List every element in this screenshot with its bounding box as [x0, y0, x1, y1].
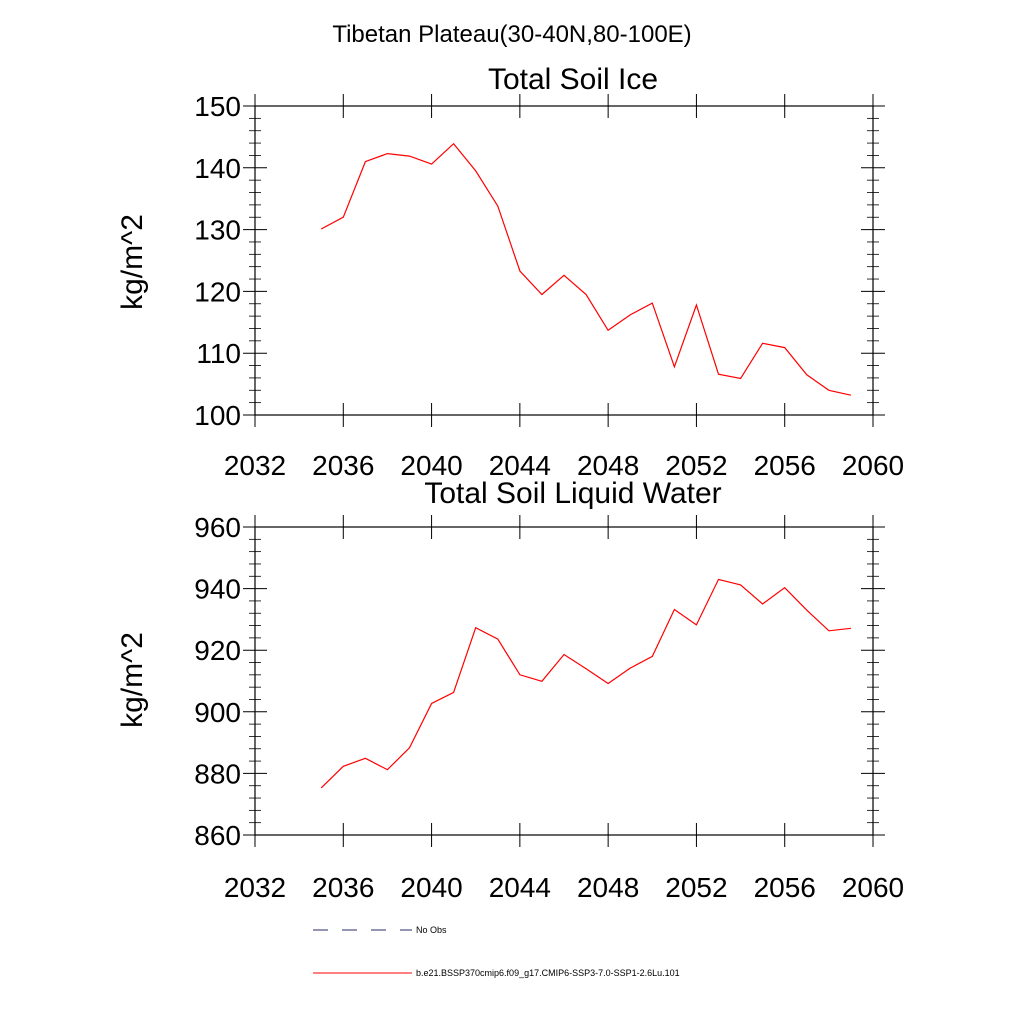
- x-tick-label: 2052: [665, 450, 727, 481]
- series-line: [320, 142, 852, 396]
- legend: No Obs b.e21.BSSP370cmip6.f09_g17.CMIP6-S…: [313, 925, 680, 978]
- x-tick-label: 2032: [224, 872, 286, 903]
- series-line: [320, 578, 851, 789]
- x-tick-label: 2048: [577, 450, 639, 481]
- x-tick-label: 2044: [489, 450, 551, 481]
- plot-frame: [254, 105, 874, 416]
- x-tick-label: 2048: [577, 872, 639, 903]
- x-tick-label: 2044: [489, 872, 551, 903]
- x-tick-label: 2060: [842, 450, 904, 481]
- y-axis-label: kg/m^2: [116, 632, 149, 728]
- legend-label: b.e21.BSSP370cmip6.f09_g17.CMIP6-SSP3-7.…: [416, 968, 680, 978]
- x-tick-label: 2036: [312, 872, 374, 903]
- x-tick-label: 2040: [400, 450, 462, 481]
- y-tick-label: 880: [194, 758, 241, 789]
- y-tick-label: 900: [194, 697, 241, 728]
- figure-suptitle: Tibetan Plateau(30-40N,80-100E): [332, 21, 691, 48]
- x-tick-label: 2060: [842, 872, 904, 903]
- y-tick-label: 100: [194, 400, 241, 431]
- y-tick-label: 110: [196, 338, 241, 369]
- legend-label: No Obs: [416, 925, 447, 935]
- x-tick-label: 2040: [400, 872, 462, 903]
- y-tick-label: 150: [194, 91, 241, 122]
- chart-title: Total Soil Liquid Water: [424, 477, 721, 510]
- x-tick-label: 2052: [665, 872, 727, 903]
- y-axis-label: kg/m^2: [116, 214, 149, 310]
- x-tick-label: 2032: [224, 450, 286, 481]
- y-tick-label: 140: [194, 153, 241, 184]
- y-tick-label: 960: [194, 512, 241, 543]
- x-tick-label: 2056: [754, 872, 816, 903]
- plot-frame: [254, 526, 874, 836]
- panel-total-soil-liquid-water: Total Soil Liquid Water 2032 2036 2040 2044 2…: [116, 477, 904, 903]
- y-tick-label: 920: [194, 635, 241, 666]
- x-tick-label: 2056: [754, 450, 816, 481]
- x-tick-label: 2036: [312, 450, 374, 481]
- y-tick-label: 130: [194, 215, 241, 246]
- y-tick-label: 940: [194, 574, 241, 605]
- chart-title: Total Soil Ice: [488, 63, 658, 96]
- y-tick-label: 860: [194, 820, 241, 851]
- y-tick-label: 120: [194, 276, 241, 307]
- panel-total-soil-ice: Total Soil Ice 2032 2036 2040 2044 2048 2052 20…: [116, 63, 904, 481]
